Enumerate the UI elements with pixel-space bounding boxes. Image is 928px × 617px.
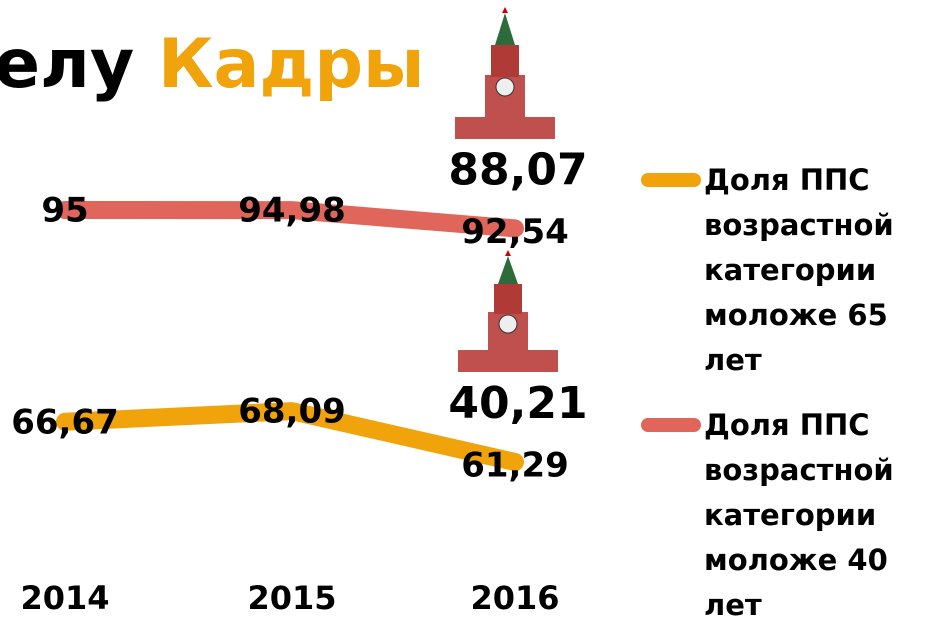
x-tick-label: 2014 [20, 579, 109, 617]
chart-title: елу Кадры [0, 25, 425, 104]
series-line [56, 201, 524, 238]
x-tick-label: 2016 [470, 579, 559, 617]
data-label: 95 [41, 191, 88, 231]
data-label: 61,29 [461, 446, 569, 486]
legend-entry: Доля ППС возрастной категории моложе 65 … [704, 163, 894, 377]
data-label: 68,09 [238, 392, 346, 432]
annotation: 40,21 [448, 378, 587, 429]
legend-entry: Доля ППС возрастной категории моложе 40 … [704, 408, 894, 617]
annotation: 88,07 [448, 144, 587, 195]
kremlin-icon [455, 7, 555, 139]
kremlin-icon [458, 250, 558, 372]
data-label: 66,67 [11, 402, 119, 442]
data-label: 94,98 [238, 191, 346, 231]
title-part: елу [0, 25, 134, 104]
series-line [56, 402, 524, 471]
x-tick-label: 2015 [247, 579, 336, 617]
title-part: Кадры [158, 25, 425, 104]
data-label: 92,54 [461, 212, 569, 252]
